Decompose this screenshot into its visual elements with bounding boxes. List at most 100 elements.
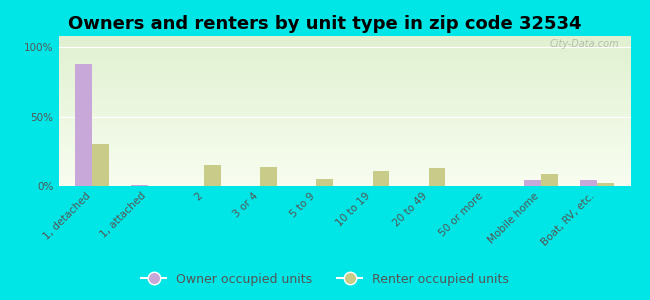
Bar (58, 45, 630, 46)
Bar (58, 106, 630, 108)
Bar (524, 180, 541, 186)
Bar (58, 76, 630, 78)
Bar (317, 179, 333, 186)
Bar (58, 66, 630, 68)
Bar (58, 94, 630, 96)
Bar (58, 50, 630, 51)
Bar (58, 123, 630, 124)
Bar (58, 130, 630, 132)
Text: City-Data.com: City-Data.com (549, 39, 619, 49)
Bar (58, 135, 630, 136)
Bar (58, 164, 630, 165)
Bar (58, 129, 630, 130)
Bar (58, 85, 630, 87)
Bar (58, 171, 630, 172)
Bar (58, 134, 630, 135)
Bar (58, 114, 630, 116)
Bar (58, 156, 630, 158)
Bar (58, 169, 630, 171)
Bar (58, 88, 630, 90)
Bar (58, 63, 630, 64)
Bar (428, 168, 445, 186)
Text: Owners and renters by unit type in zip code 32534: Owners and renters by unit type in zip c… (68, 15, 582, 33)
Bar (58, 153, 630, 154)
Bar (58, 103, 630, 105)
Bar (58, 110, 630, 111)
Bar (58, 180, 630, 182)
Bar (58, 54, 630, 56)
Bar (58, 99, 630, 100)
Bar (58, 172, 630, 174)
Bar (541, 173, 558, 186)
Bar (58, 116, 630, 117)
Bar (58, 122, 630, 123)
Bar (58, 184, 630, 186)
Bar (58, 100, 630, 102)
Bar (58, 48, 630, 50)
Bar (58, 72, 630, 74)
Bar (58, 74, 630, 75)
Bar (58, 144, 630, 146)
Bar (58, 81, 630, 82)
Bar (58, 174, 630, 176)
Bar (58, 159, 630, 160)
Bar (58, 46, 630, 48)
Bar (58, 69, 630, 70)
Bar (58, 57, 630, 58)
Legend: Owner occupied units, Renter occupied units: Owner occupied units, Renter occupied un… (136, 268, 514, 291)
Bar (58, 162, 630, 164)
Bar (58, 120, 630, 122)
Bar (580, 180, 597, 186)
Bar (58, 118, 630, 120)
Bar (58, 58, 630, 60)
Bar (58, 51, 630, 52)
Bar (58, 160, 630, 162)
Bar (58, 102, 630, 104)
Bar (58, 38, 630, 39)
Bar (58, 40, 630, 42)
Bar (58, 168, 630, 170)
Bar (58, 165, 630, 166)
Bar (58, 36, 630, 38)
Bar (58, 90, 630, 92)
Bar (58, 75, 630, 76)
Bar (58, 126, 630, 128)
Bar (58, 124, 630, 126)
Bar (58, 61, 630, 63)
Bar (58, 80, 630, 81)
Bar (58, 158, 630, 159)
Bar (58, 70, 630, 72)
Bar (58, 154, 630, 156)
Bar (131, 184, 148, 186)
Bar (58, 52, 630, 54)
Bar (58, 176, 630, 177)
Bar (58, 96, 630, 98)
Bar (58, 39, 630, 40)
Bar (58, 98, 630, 99)
Bar (58, 132, 630, 134)
Bar (58, 167, 630, 168)
Bar (58, 148, 630, 150)
Bar (58, 182, 630, 183)
Bar (58, 141, 630, 142)
Bar (58, 60, 630, 61)
Bar (58, 147, 630, 148)
Bar (597, 183, 614, 186)
Bar (58, 150, 630, 152)
Bar (58, 142, 630, 144)
Bar (92, 144, 109, 186)
Bar (58, 178, 630, 180)
Bar (372, 171, 389, 186)
Bar (58, 68, 630, 69)
Bar (58, 78, 630, 80)
Bar (58, 64, 630, 66)
Bar (75, 64, 92, 186)
Bar (58, 92, 630, 93)
Bar (261, 167, 277, 186)
Bar (58, 138, 630, 140)
Bar (58, 108, 630, 110)
Bar (58, 87, 630, 88)
Bar (58, 56, 630, 57)
Bar (58, 112, 630, 114)
Bar (58, 42, 630, 44)
